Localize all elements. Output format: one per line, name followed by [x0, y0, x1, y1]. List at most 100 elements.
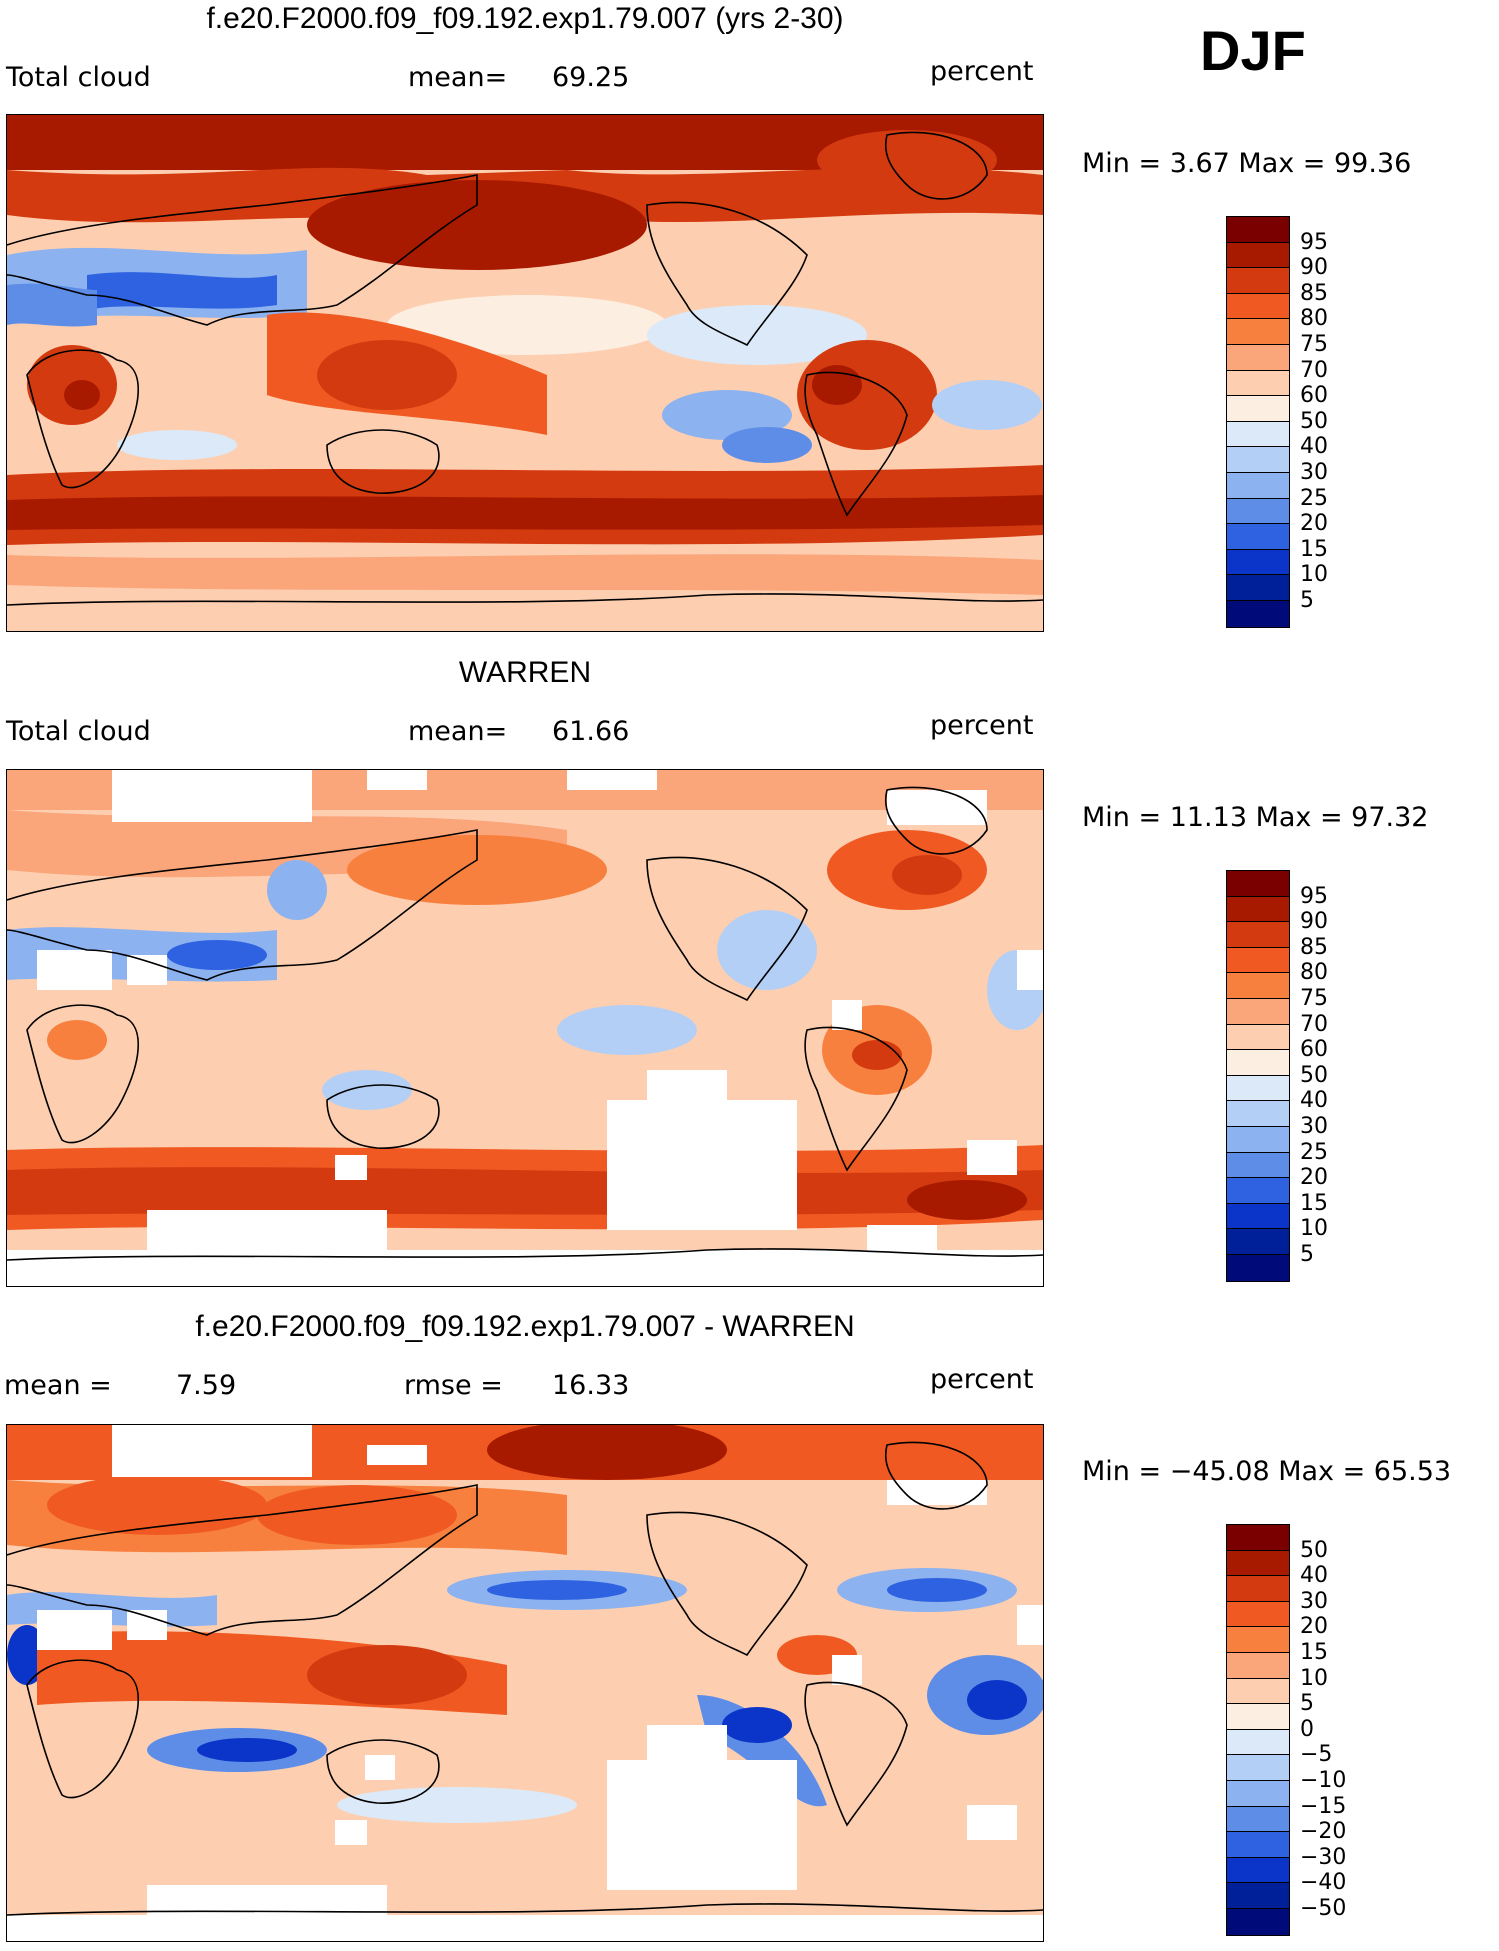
- colorbar-swatch: [1227, 1627, 1289, 1653]
- colorbar-swatch: [1227, 1704, 1289, 1730]
- colorbar-label: 25: [1300, 1139, 1328, 1165]
- colorbar-label: 20: [1300, 1614, 1328, 1640]
- colorbar-label: −50: [1300, 1896, 1347, 1921]
- colorbar-swatch: [1227, 1908, 1289, 1935]
- colorbar-swatch: [1227, 1780, 1289, 1807]
- season-label: DJF: [1200, 19, 1306, 82]
- colorbar-swatch: [1227, 1126, 1289, 1153]
- colorbar-label: 20: [1300, 1165, 1328, 1191]
- colorbar-swatch: [1227, 1178, 1289, 1204]
- colorbar-swatch: [1227, 268, 1289, 294]
- colorbar-swatch: [1227, 1254, 1289, 1281]
- panel-2-variable-label: Total cloud: [6, 716, 151, 747]
- panel-3-minmax: Min = −45.08 Max = 65.53: [1082, 1456, 1452, 1487]
- panel-2-units: percent: [930, 710, 1034, 741]
- colorbar-swatch: [1227, 498, 1289, 525]
- colorbar-swatch: [1227, 447, 1289, 473]
- panel-1-title: f.e20.F2000.f09_f09.192.exp1.79.007 (yrs…: [206, 2, 844, 35]
- colorbar-swatch: [1227, 242, 1289, 269]
- colorbar-swatch: [1227, 1601, 1289, 1628]
- panel-1-mean-label: mean=: [408, 62, 508, 93]
- colorbar-label: 80: [1300, 960, 1328, 986]
- colorbar-label: 40: [1300, 1563, 1328, 1589]
- colorbar-label: 50: [1300, 408, 1328, 434]
- colorbar-label: 30: [1300, 460, 1328, 485]
- colorbar-label: −15: [1300, 1793, 1347, 1819]
- colorbar-label: 90: [1300, 909, 1328, 935]
- colorbar-label: 30: [1300, 1114, 1328, 1139]
- colorbar-label: 70: [1300, 1011, 1328, 1037]
- colorbar-label: 60: [1300, 1037, 1328, 1063]
- colorbar-label: 75: [1300, 986, 1328, 1011]
- colorbar-label: 50: [1300, 1062, 1328, 1088]
- colorbar-label: −20: [1300, 1819, 1347, 1845]
- panel-2-mean-label: mean=: [408, 716, 508, 747]
- panel-2-minmax: Min = 11.13 Max = 97.32: [1082, 802, 1429, 833]
- colorbar-swatch: [1227, 896, 1289, 923]
- colorbar-label: 50: [1300, 1537, 1328, 1563]
- panel-1-mean-value: 69.25: [552, 62, 630, 93]
- panel-3-mean-label: mean =: [4, 1370, 112, 1401]
- panel-2-mean-value: 61.66: [552, 716, 630, 747]
- panel-1-colorbar: [1226, 216, 1290, 628]
- colorbar-label: 80: [1300, 306, 1328, 332]
- colorbar-swatch: [1227, 947, 1289, 974]
- colorbar-swatch: [1227, 1678, 1289, 1705]
- panel-3-units: percent: [930, 1364, 1034, 1395]
- panel-3-title: f.e20.F2000.f09_f09.192.exp1.79.007 - WA…: [195, 1310, 855, 1343]
- panel-3-map-field: [7, 1425, 1043, 1941]
- colorbar-swatch: [1227, 370, 1289, 397]
- colorbar-label: 20: [1300, 511, 1328, 537]
- panel-3-rmse-value: 16.33: [552, 1370, 630, 1401]
- colorbar-swatch: [1227, 1729, 1289, 1756]
- colorbar-swatch: [1227, 600, 1289, 627]
- colorbar-label: 70: [1300, 357, 1328, 383]
- colorbar-label: −40: [1300, 1870, 1347, 1896]
- colorbar-swatch: [1227, 922, 1289, 948]
- panel-1-variable-label: Total cloud: [6, 62, 151, 93]
- colorbar-label: 10: [1300, 562, 1328, 588]
- colorbar-label: 15: [1300, 1640, 1328, 1665]
- colorbar-label: 0: [1300, 1716, 1314, 1742]
- colorbar-swatch: [1227, 871, 1289, 897]
- colorbar-swatch: [1227, 1525, 1289, 1551]
- colorbar-label: 15: [1300, 536, 1328, 562]
- colorbar-label: 90: [1300, 255, 1328, 281]
- colorbar-swatch: [1227, 1152, 1289, 1179]
- panel-2-colorbar: [1226, 870, 1290, 1282]
- colorbar-label: 95: [1300, 883, 1328, 909]
- panel-3-rmse-label: rmse =: [404, 1370, 503, 1401]
- colorbar-swatch: [1227, 524, 1289, 550]
- panel-3-mean-value: 7.59: [176, 1370, 237, 1401]
- panel-1-minmax: Min = 3.67 Max = 99.36: [1082, 148, 1412, 179]
- panel-1-map: [6, 114, 1044, 632]
- colorbar-swatch: [1227, 1832, 1289, 1858]
- colorbar-swatch: [1227, 1203, 1289, 1230]
- colorbar-label: 25: [1300, 485, 1328, 511]
- colorbar-label: 30: [1300, 1588, 1328, 1614]
- colorbar-swatch: [1227, 217, 1289, 243]
- panel-3-map: [6, 1424, 1044, 1942]
- colorbar-label: 40: [1300, 1088, 1328, 1114]
- panel-2-title: WARREN: [458, 656, 592, 689]
- colorbar-swatch: [1227, 421, 1289, 448]
- colorbar-label: −5: [1300, 1742, 1333, 1768]
- colorbar-label: 85: [1300, 280, 1328, 306]
- colorbar-swatch: [1227, 319, 1289, 345]
- colorbar-swatch: [1227, 575, 1289, 601]
- colorbar-label: 15: [1300, 1190, 1328, 1216]
- colorbar-label: −30: [1300, 1844, 1347, 1870]
- colorbar-swatch: [1227, 1883, 1289, 1909]
- colorbar-swatch: [1227, 1576, 1289, 1602]
- panel-1-units: percent: [930, 56, 1034, 87]
- colorbar-label: 5: [1300, 1242, 1314, 1267]
- colorbar-label: 10: [1300, 1665, 1328, 1691]
- colorbar-label: 10: [1300, 1216, 1328, 1242]
- colorbar-label: 95: [1300, 229, 1328, 255]
- colorbar-swatch: [1227, 1050, 1289, 1076]
- colorbar-label: 60: [1300, 383, 1328, 409]
- colorbar-swatch: [1227, 1550, 1289, 1577]
- panel-3-colorbar: [1226, 1524, 1290, 1936]
- colorbar-label: 75: [1300, 332, 1328, 357]
- colorbar-swatch: [1227, 998, 1289, 1025]
